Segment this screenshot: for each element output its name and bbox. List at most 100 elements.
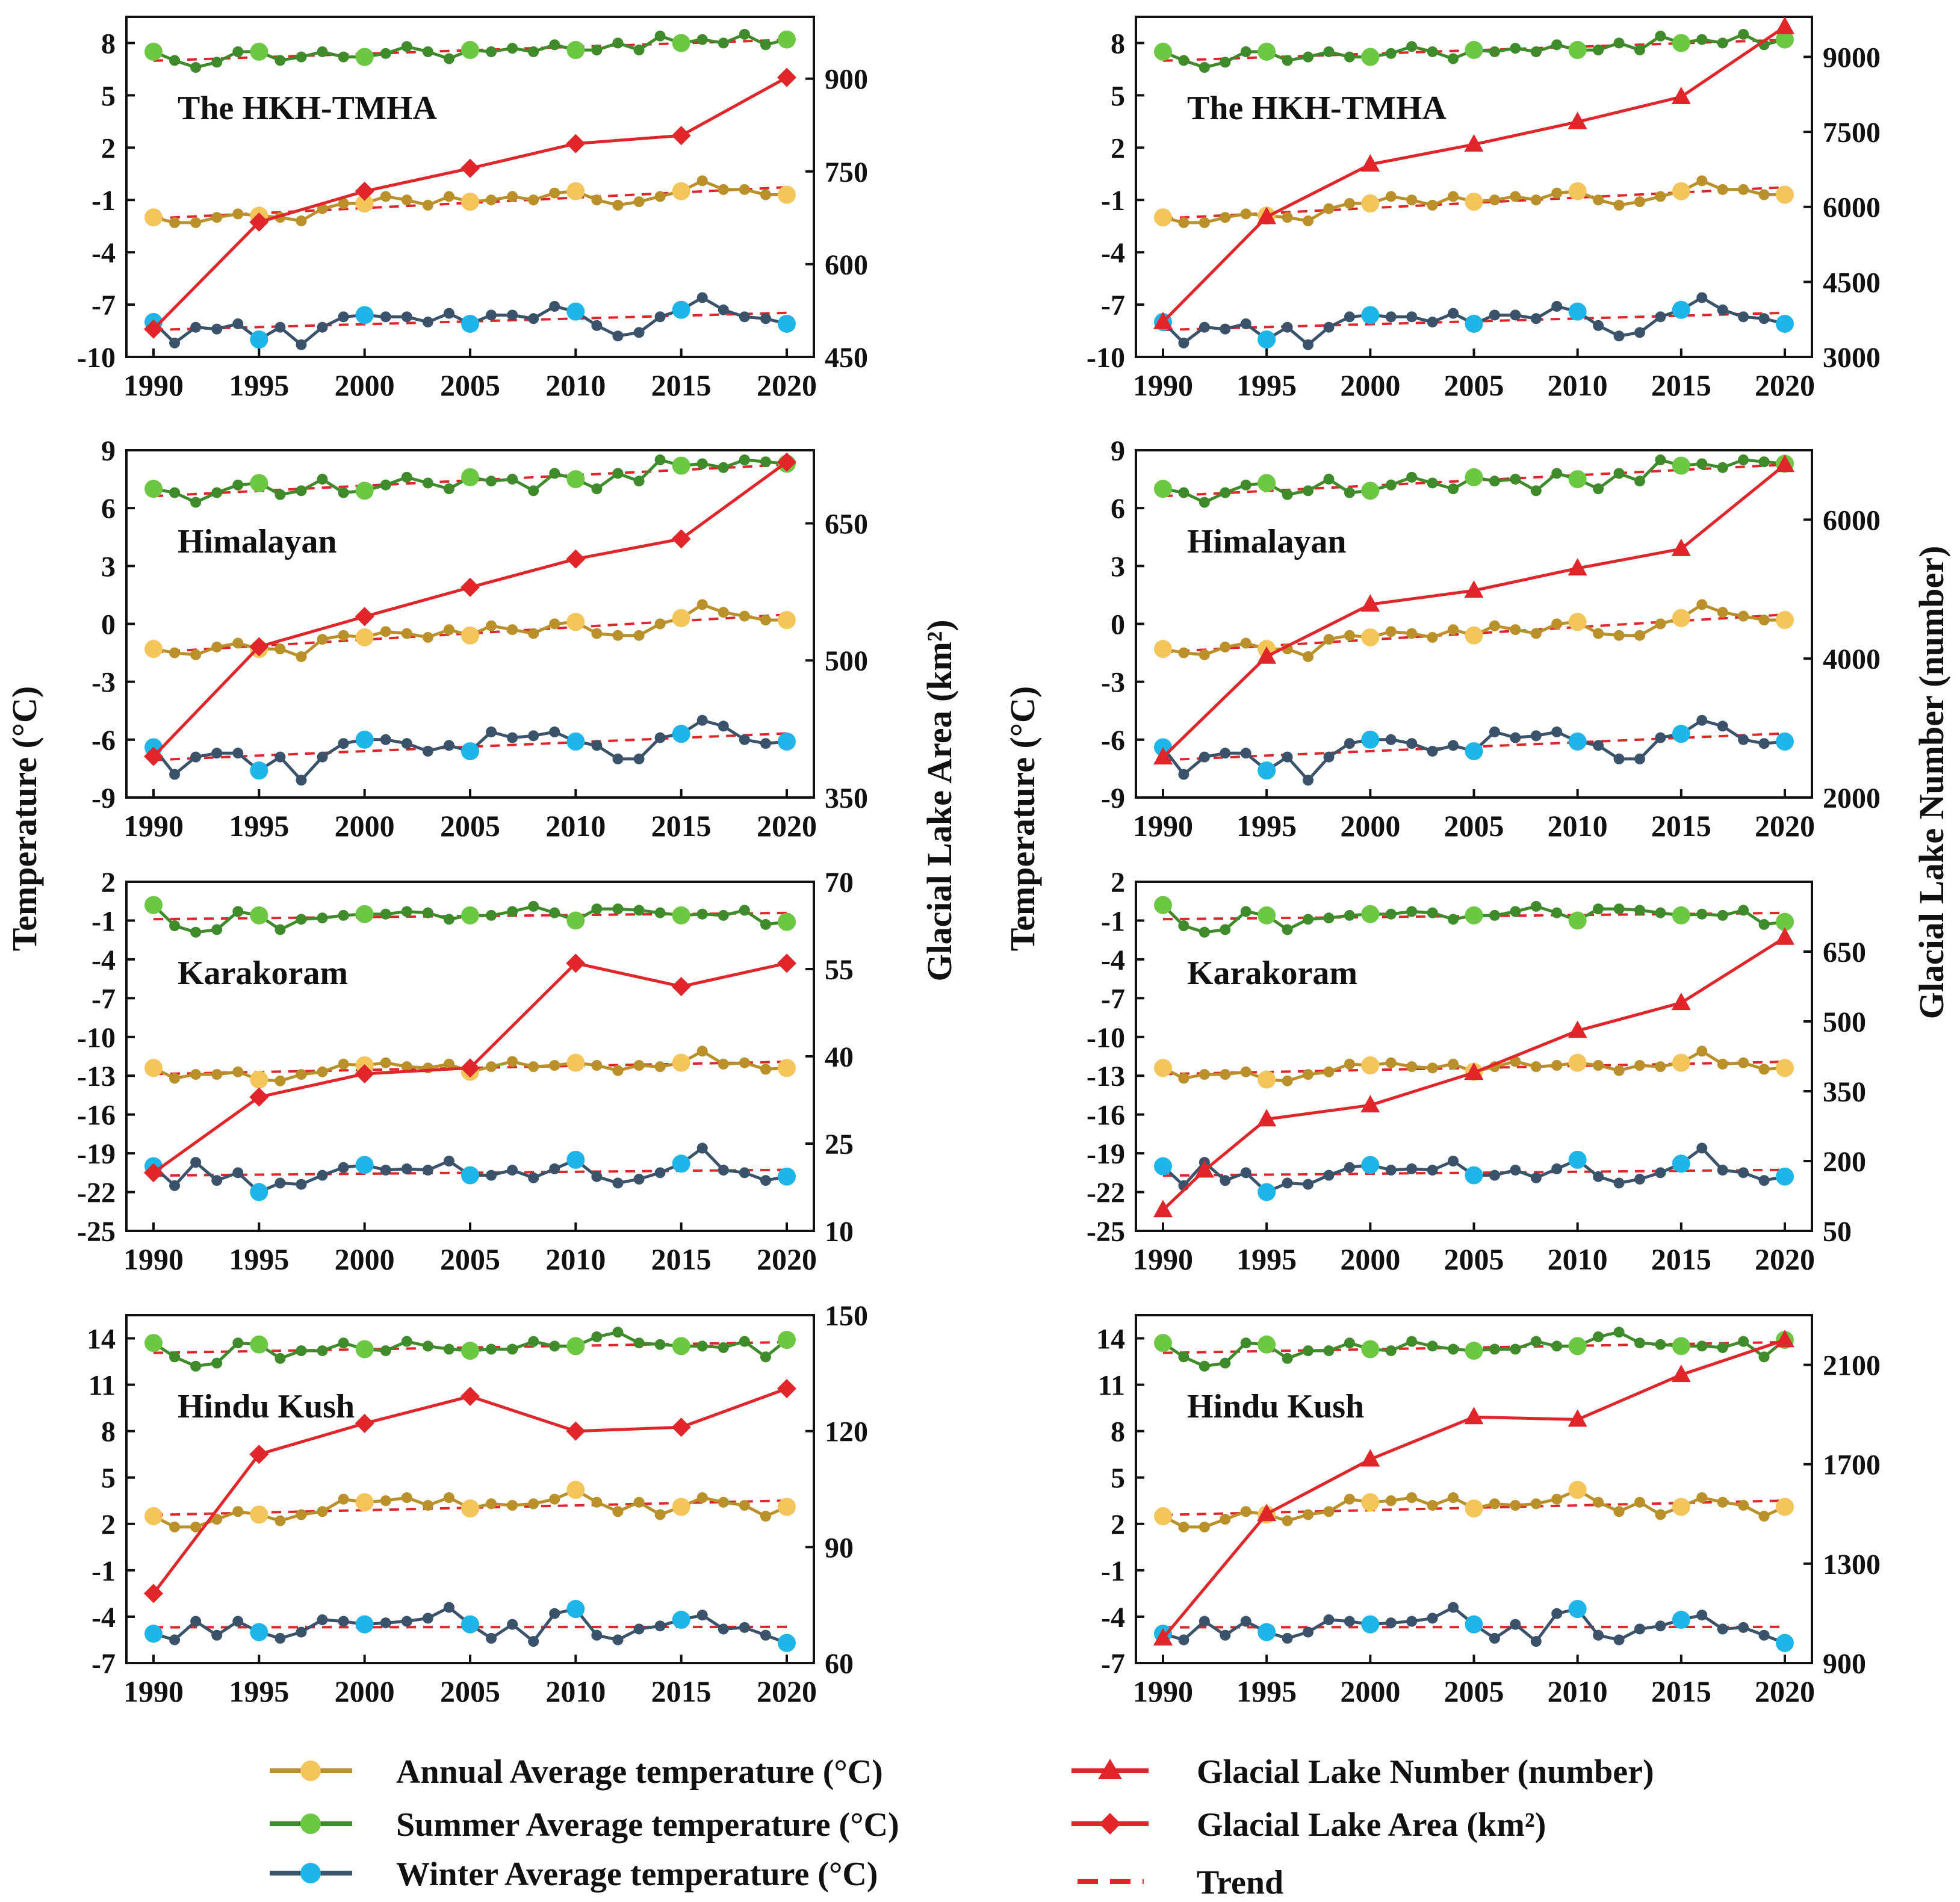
summer-point (461, 468, 479, 486)
winter-point (1385, 734, 1397, 745)
annual-point (1655, 1061, 1666, 1073)
lake-area-point (144, 746, 163, 766)
annual-point (144, 1059, 163, 1077)
summer-point (1303, 1345, 1314, 1357)
y-tick-label: 14 (87, 1324, 116, 1355)
annual-point (169, 1073, 181, 1084)
summer-point (718, 37, 729, 49)
annual-point (1634, 1060, 1645, 1071)
annual-point (1448, 1492, 1459, 1504)
annual-point (1672, 1053, 1690, 1072)
summer-point (718, 909, 729, 921)
lake-number-point (1671, 993, 1691, 1011)
annual-point (1406, 194, 1418, 206)
y-tick-label: 2 (1111, 132, 1125, 164)
annual-point (1344, 1058, 1355, 1070)
summer-point (1738, 905, 1749, 916)
summer-point (1448, 914, 1459, 925)
winter-point (1510, 309, 1521, 321)
annual-point (1448, 191, 1459, 202)
y2-tick-label: 4000 (1823, 643, 1881, 675)
annual-point (507, 191, 518, 202)
winter-point (718, 1623, 729, 1635)
winter-point (169, 337, 181, 348)
annual-point (778, 1059, 796, 1077)
lake-number-point (1153, 311, 1173, 329)
winter-point (1240, 748, 1251, 759)
summer-point (1303, 914, 1314, 925)
winter-point (211, 1629, 223, 1641)
winter-point (443, 740, 454, 751)
summer-point (338, 487, 349, 498)
summer-point (1154, 42, 1172, 61)
winter-point (380, 311, 391, 323)
winter-point (1258, 761, 1276, 780)
y2-tick-label: 10 (825, 1216, 854, 1248)
summer-point (250, 1335, 268, 1354)
lake-area-point (777, 1379, 796, 1399)
y-tick-label: 0 (1111, 609, 1125, 641)
winter-point (274, 1632, 286, 1644)
winter-point (1672, 1611, 1690, 1629)
annual-point (1385, 191, 1397, 202)
summer-point (566, 41, 585, 60)
y-tick-label: -7 (91, 983, 116, 1015)
x-tick-label: 2010 (545, 368, 606, 402)
y-tick-label: -6 (1101, 725, 1125, 757)
y2-tick-label: 1700 (1823, 1449, 1881, 1481)
annual-point (296, 1069, 307, 1080)
x-tick-label: 2015 (1651, 809, 1711, 843)
summer-point (1510, 43, 1521, 54)
annual-point (633, 1060, 645, 1071)
winter-point (1154, 1157, 1172, 1176)
annual-point (760, 615, 771, 626)
annual-point (1178, 1073, 1189, 1084)
summer-point (1199, 497, 1210, 508)
plot-frame (125, 16, 815, 358)
y-tick-label: -4 (1101, 944, 1125, 976)
annual-point (1717, 1058, 1728, 1070)
summer-point (739, 1336, 750, 1347)
winter-point (566, 1150, 585, 1169)
annual-point (486, 620, 497, 631)
summer-point (1258, 906, 1276, 925)
x-tick-label: 1990 (1133, 809, 1193, 843)
annual-point (1154, 640, 1172, 658)
summer-point (1344, 1337, 1355, 1349)
y-tick-label: 8 (101, 28, 116, 60)
summer-point (1199, 1360, 1210, 1372)
winter-point (296, 339, 307, 350)
summer-point (355, 482, 374, 500)
summer-point (1323, 474, 1335, 485)
winter-point (1738, 311, 1749, 323)
winter-point (1510, 732, 1521, 743)
winter-point (507, 309, 518, 321)
annual-point (718, 1496, 729, 1508)
annual-point (1776, 611, 1794, 630)
annual-point (461, 626, 479, 645)
summer-point (338, 909, 349, 921)
annual-point (760, 189, 771, 200)
annual-point (1510, 1499, 1521, 1511)
lake-number-point (1153, 747, 1173, 765)
y-tick-label: -22 (1087, 1177, 1125, 1209)
annual-point (190, 1521, 202, 1532)
annual-point (566, 1053, 585, 1072)
annual-point (718, 1058, 729, 1070)
winter-point (190, 1615, 202, 1627)
annual-point (1154, 1059, 1172, 1077)
annual-point (1672, 1498, 1690, 1516)
winter-point (1634, 1174, 1645, 1185)
lake-area-point (461, 577, 480, 597)
lake-area-point (249, 212, 269, 232)
summer-point (1178, 487, 1189, 498)
winter-point (1510, 1165, 1521, 1176)
summer-point (144, 896, 163, 914)
x-tick-label: 1990 (1133, 1674, 1193, 1708)
x-tick-label: 2000 (335, 809, 395, 843)
winter-point (355, 730, 374, 749)
summer-point (274, 1352, 286, 1364)
summer-point (718, 462, 729, 473)
annual-point (1696, 175, 1708, 187)
summer-point (1344, 487, 1355, 498)
